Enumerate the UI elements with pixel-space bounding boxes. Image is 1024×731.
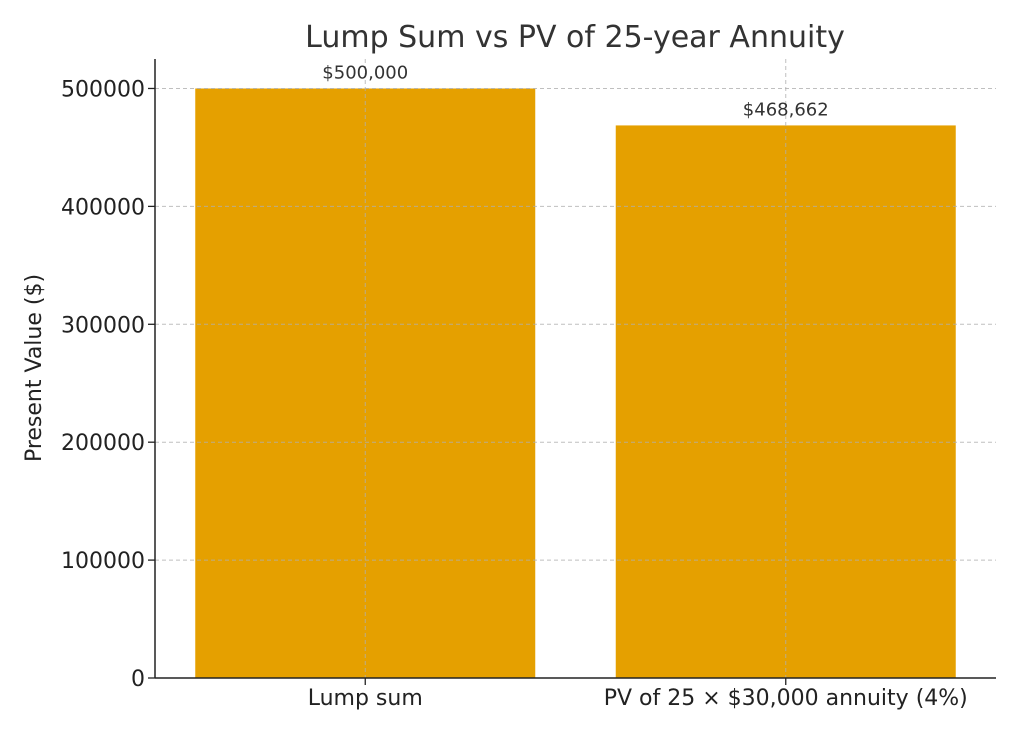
y-axis-label: Present Value ($) [22,274,47,462]
y-tick-label: 0 [131,667,145,692]
y-tick-label: 300000 [61,313,145,338]
y-tick-label: 400000 [61,195,145,220]
chart-title: Lump Sum vs PV of 25-year Annuity [305,20,845,55]
y-tick-label: 200000 [61,431,145,456]
data-label: $500,000 [322,62,408,83]
data-label: $468,662 [743,99,829,120]
y-tick-label: 500000 [61,77,145,102]
y-tick-label: 100000 [61,549,145,574]
x-tick-label: PV of 25 × $30,000 annuity (4%) [604,686,968,711]
x-tick-label: Lump sum [308,686,423,711]
